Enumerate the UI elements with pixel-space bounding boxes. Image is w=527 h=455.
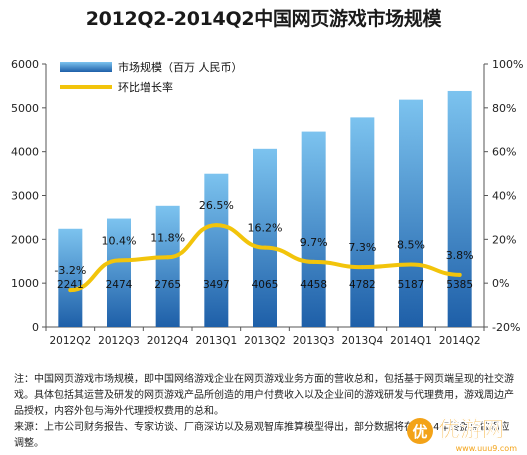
bar-value-label: 5385: [446, 279, 473, 291]
bar: [447, 90, 472, 328]
footnote-note: 注：中国网页游戏市场规模，即中国网络游戏企业在网页游戏业务方面的营收总和，包括基…: [14, 374, 514, 417]
axes: 0 1000 2000 3000 4000 5000 6000 -20% 0% 20% 40% 60%…: [11, 58, 523, 347]
growth-point: [263, 245, 267, 250]
y-left-tick-label: 4000: [11, 146, 39, 159]
watermark: 优 优游网 www.uuu9.com: [407, 411, 523, 453]
growth-value-label: 16.2%: [248, 222, 283, 235]
bar: [155, 205, 180, 327]
growth-point: [360, 265, 365, 270]
bar-value-label: 2765: [154, 279, 181, 291]
growth-value-label: 8.5%: [397, 239, 425, 252]
y-right-tick-label: 40%: [492, 190, 516, 203]
chart-title: 2012Q2-2014Q2中国网页游戏市场规模: [85, 8, 442, 30]
growth-value-label: 3.8%: [446, 249, 474, 262]
y-right-tick-label: 20%: [492, 233, 516, 246]
bar-value-label: 3497: [203, 279, 230, 291]
bar: [399, 99, 423, 327]
growth-line-path: [68, 223, 462, 293]
footnote: 注：中国网页游戏市场规模，即中国网络游戏企业在网页游戏业务方面的营收总和，包括基…: [14, 372, 514, 452]
bar-value-label: 4458: [300, 279, 327, 291]
y-left-tick-label: 0: [32, 321, 39, 334]
bar: [301, 131, 326, 327]
growth-value-label: 11.8%: [150, 231, 185, 244]
y-left-tick-label: 6000: [11, 58, 39, 71]
chart-svg: 0 1000 2000 3000 4000 5000 6000 -20% 0% 20% 40% 60%…: [11, 58, 523, 347]
bar: [350, 117, 375, 327]
watermark-text: 优游网: [438, 418, 505, 443]
legend-bar-swatch: [60, 62, 112, 72]
y-left-tick-label: 5000: [11, 102, 39, 115]
bars: [58, 90, 472, 328]
bar: [107, 218, 131, 327]
x-tick-label: 2012Q4: [147, 335, 189, 347]
bar-value-label: 4782: [349, 279, 376, 291]
x-tick-label: 2012Q3: [98, 335, 140, 347]
growth-value-label: 10.4%: [102, 234, 137, 247]
legend: 市场规模（百万 人民币） 环比增长率: [60, 60, 243, 94]
x-tick-label: 2012Q2: [49, 335, 91, 347]
legend-bar-label: 市场规模（百万 人民币）: [118, 60, 243, 74]
data-labels: 2241 2474 2765 3497 4065 4458 4782 5187 5385 -3.2…: [54, 199, 473, 291]
y-right-tick-label: 100%: [492, 58, 523, 71]
growth-value-label: 26.5%: [199, 199, 234, 212]
x-tick-label: 2013Q2: [244, 335, 286, 347]
bar-value-label: 5187: [398, 279, 425, 291]
watermark-url: www.uuu9.com: [455, 444, 517, 453]
bar-value-label: 2241: [57, 279, 84, 291]
growth-value-label: 7.3%: [348, 241, 376, 254]
growth-value-label: -3.2%: [54, 264, 86, 277]
y-left-tick-label: 3000: [11, 190, 39, 203]
bar-value-label: 4065: [252, 279, 279, 291]
y-left-tick-label: 1000: [11, 277, 39, 290]
growth-point: [165, 255, 170, 260]
y-left-tick-label: 2000: [11, 233, 39, 246]
y-right-tick-label: 0%: [492, 277, 509, 290]
growth-point: [311, 259, 316, 264]
growth-line: [68, 223, 462, 293]
legend-line-label: 环比增长率: [118, 80, 173, 94]
growth-point: [457, 272, 462, 277]
bar: [204, 173, 229, 327]
x-tick-label: 2014Q2: [439, 335, 481, 347]
growth-point: [214, 223, 219, 228]
bar: [58, 228, 83, 327]
bar-value-label: 2474: [106, 279, 133, 291]
x-tick-label: 2014Q1: [390, 335, 432, 347]
growth-point: [409, 262, 413, 267]
y-right-tick-label: 80%: [492, 102, 516, 115]
growth-point: [117, 258, 121, 263]
growth-value-label: 9.7%: [300, 236, 328, 249]
footnote-source: 来源：上市公司财务报告、专家访谈、厂商深访以及易观智库推算模型得出，部分数据将在…: [14, 422, 510, 449]
x-tick-label: 2013Q3: [293, 335, 335, 347]
y-right-tick-label: 60%: [492, 146, 516, 159]
y-right-tick-label: -20%: [492, 321, 520, 334]
growth-point: [68, 288, 73, 293]
bar: [253, 148, 277, 327]
x-tick-label: 2013Q1: [195, 335, 237, 347]
x-tick-label: 2013Q4: [341, 335, 383, 347]
watermark-logo: 优: [407, 418, 433, 444]
